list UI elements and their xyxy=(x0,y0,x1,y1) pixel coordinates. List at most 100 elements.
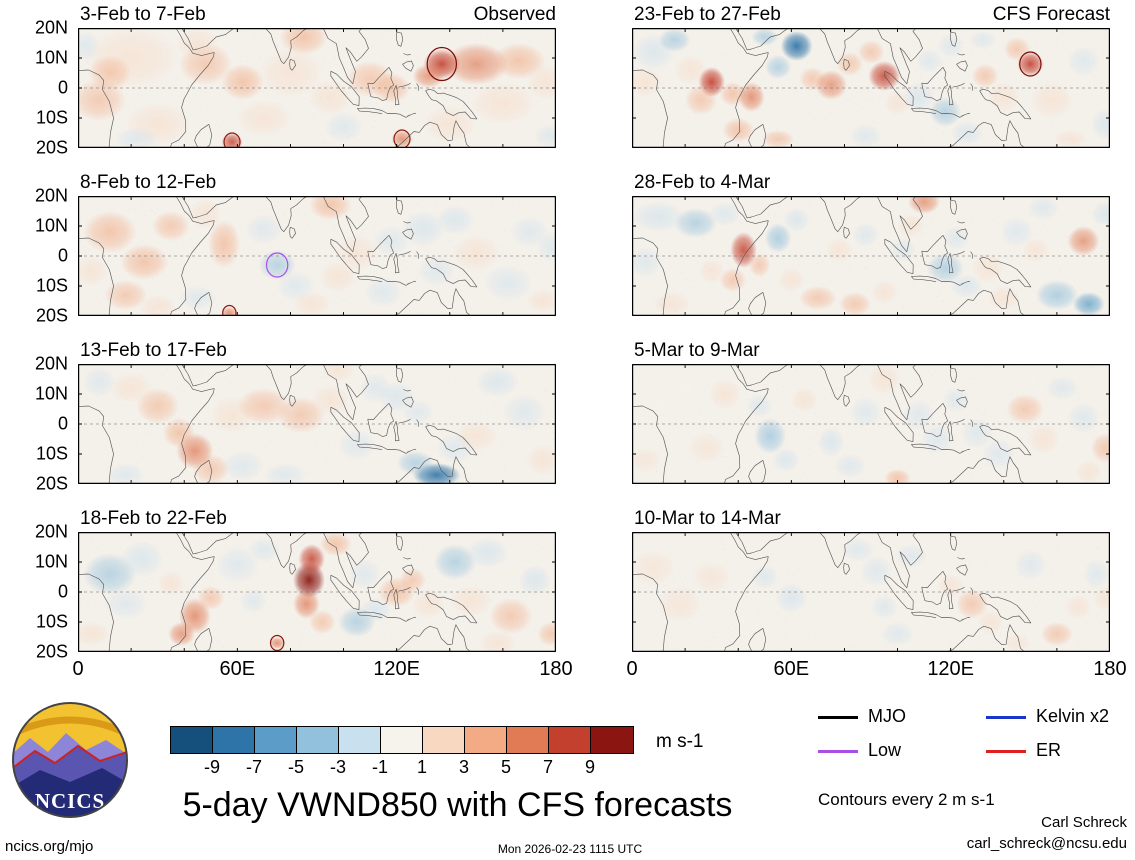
panel-title: 3-Feb to 7-Feb xyxy=(80,4,206,25)
colorbar-segment xyxy=(297,727,339,753)
lat-tick-label: 20N xyxy=(34,521,68,542)
legend-item-low: Low xyxy=(818,740,901,761)
legend-label: Low xyxy=(868,740,902,760)
colorbar-segment xyxy=(507,727,549,753)
colorbar-tick-label: -1 xyxy=(371,757,389,777)
map-canvas xyxy=(632,28,1110,148)
panel-title: 8-Feb to 12-Feb xyxy=(80,172,217,193)
low-line-swatch xyxy=(818,749,858,753)
panel-title: 5-Mar to 9-Mar xyxy=(634,340,760,361)
column-label-observed: Observed xyxy=(473,4,556,25)
map-panel-forecast-3: 5-Mar to 9-Mar xyxy=(632,340,1110,484)
logo-mountains-front xyxy=(13,768,127,817)
lat-tick-label: 20S xyxy=(35,473,68,494)
map-panel-observed-1: 3-Feb to 7-Feb Observed xyxy=(78,4,556,148)
lat-tick-label: 0 xyxy=(57,245,68,266)
lat-tick-label: 10N xyxy=(34,383,68,404)
lat-tick-label: 0 xyxy=(57,413,68,434)
logo-border xyxy=(12,702,128,818)
panel-head: 10-Mar to 14-Mar xyxy=(632,508,1110,532)
colorbar-tick-label: -7 xyxy=(245,757,263,777)
colorbar-segment xyxy=(465,727,507,753)
lat-tick-label: 0 xyxy=(57,581,68,602)
panel-head: 3-Feb to 7-Feb Observed xyxy=(78,4,556,28)
panel-head: 5-Mar to 9-Mar xyxy=(632,340,1110,364)
map-canvas xyxy=(78,364,556,484)
colorbar-tick-label: 7 xyxy=(542,757,554,777)
panel-title: 18-Feb to 22-Feb xyxy=(80,508,227,529)
colorbar-segment xyxy=(213,727,255,753)
legend-label: Kelvin x2 xyxy=(1036,706,1110,726)
mjo-line-swatch xyxy=(818,715,858,719)
map-canvas xyxy=(78,28,556,148)
y-axis-labels-row3: 20N 10N 0 10S 20S xyxy=(24,354,72,494)
lat-tick-label: 20S xyxy=(35,137,68,158)
map-canvas xyxy=(78,532,556,652)
map-canvas xyxy=(632,196,1110,316)
lat-tick-label: 20N xyxy=(34,17,68,38)
legend-item-kelvin: Kelvin x2 xyxy=(986,706,1109,727)
colorbar-tick-label: -3 xyxy=(329,757,347,777)
lon-tick-label: 120E xyxy=(927,658,975,680)
lat-tick-label: 0 xyxy=(57,77,68,98)
credit-email: carl_schreck@ncsu.edu xyxy=(966,835,1127,852)
colorbar-tick-label: 3 xyxy=(458,757,470,777)
lat-tick-label: 20N xyxy=(34,185,68,206)
map-canvas xyxy=(632,364,1110,484)
map-panel-forecast-2: 28-Feb to 4-Mar xyxy=(632,172,1110,316)
lon-tick-label: 0 xyxy=(72,658,84,680)
logo-text: NCICS xyxy=(35,789,105,813)
panel-head: 28-Feb to 4-Mar xyxy=(632,172,1110,196)
panel-title: 28-Feb to 4-Mar xyxy=(634,172,771,193)
lat-tick-label: 10S xyxy=(35,443,68,464)
lat-tick-label: 10S xyxy=(35,107,68,128)
contour-interval-note: Contours every 2 m s-1 xyxy=(818,790,995,809)
map-panel-forecast-4: 10-Mar to 14-Mar xyxy=(632,508,1110,652)
colorbar-tick-label: -5 xyxy=(287,757,305,777)
credit-name: Carl Schreck xyxy=(1041,814,1127,831)
map-panel-observed-3: 13-Feb to 17-Feb xyxy=(78,340,556,484)
site-url: ncics.org/mjo xyxy=(5,838,94,855)
colorbar-tick-label: 1 xyxy=(416,757,428,777)
map-panel-forecast-1: 23-Feb to 27-Feb CFS Forecast xyxy=(632,4,1110,148)
y-axis-labels-row2: 20N 10N 0 10S 20S xyxy=(24,186,72,326)
contour-legend: MJO Kelvin x2 Low ER xyxy=(818,706,1133,770)
lon-tick-label: 0 xyxy=(626,658,638,680)
er-line-swatch xyxy=(986,749,1026,753)
panel-head: 23-Feb to 27-Feb CFS Forecast xyxy=(632,4,1110,28)
map-canvas xyxy=(78,196,556,316)
panel-head: 13-Feb to 17-Feb xyxy=(78,340,556,364)
timestamp: Mon 2026-02-23 1115 UTC xyxy=(497,842,643,856)
map-canvas xyxy=(632,532,1110,652)
map-panel-observed-4: 18-Feb to 22-Feb xyxy=(78,508,556,652)
colorbar-tick-label: 9 xyxy=(584,757,596,777)
logo-red-ridge xyxy=(13,744,127,771)
lon-tick-label: 180 xyxy=(1093,658,1127,680)
colorbar-tick-label: 5 xyxy=(500,757,512,777)
colorbar-segment xyxy=(591,727,633,753)
logo-sun-arc xyxy=(13,716,127,738)
panel-head: 8-Feb to 12-Feb xyxy=(78,172,556,196)
panel-head: 18-Feb to 22-Feb xyxy=(78,508,556,532)
colorbar-segment xyxy=(549,727,591,753)
column-label-forecast: CFS Forecast xyxy=(992,4,1110,25)
main-title: 5-day VWND850 with CFS forecasts xyxy=(182,786,733,824)
lat-tick-label: 20S xyxy=(35,305,68,326)
colorbar-segment xyxy=(423,727,465,753)
colorbar-segment xyxy=(339,727,381,753)
lat-tick-label: 20N xyxy=(34,353,68,374)
ncics-logo: NCICS xyxy=(12,702,128,818)
legend-item-mjo: MJO xyxy=(818,706,906,727)
panel-title: 13-Feb to 17-Feb xyxy=(80,340,227,361)
lat-tick-label: 10N xyxy=(34,215,68,236)
colorbar-tick-label: -9 xyxy=(203,757,221,777)
kelvin-line-swatch xyxy=(986,715,1026,719)
legend-label: ER xyxy=(1036,740,1062,760)
lat-tick-label: 10S xyxy=(35,275,68,296)
lat-tick-label: 10N xyxy=(34,47,68,68)
colorbar-labels: -9 -7 -5 -3 -1 1 3 5 7 9 xyxy=(170,754,632,778)
map-panel-observed-2: 8-Feb to 12-Feb xyxy=(78,172,556,316)
colorbar-segment xyxy=(171,727,213,753)
lon-tick-label: 60E xyxy=(219,658,256,680)
lat-tick-label: 20S xyxy=(35,641,68,662)
